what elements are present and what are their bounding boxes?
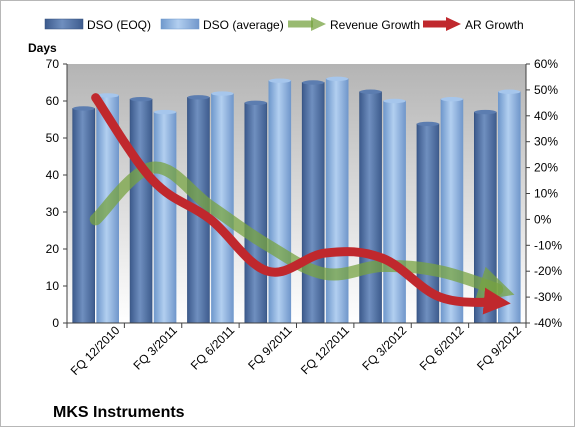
chart-title: MKS Instruments <box>53 404 185 421</box>
y-tick-label-1: 10 <box>46 279 60 293</box>
bar-dso-eoq-1 <box>129 98 153 324</box>
y2-tick-label-6: 20% <box>534 161 558 175</box>
bar-cap-dso-average-7 <box>498 89 521 94</box>
y-tick-label-2: 20 <box>46 242 60 256</box>
x-tick-label-5: FQ 3/2012 <box>359 323 409 373</box>
y-axis-label: Days <box>28 41 57 55</box>
legend-swatch-dso-eoq <box>44 18 84 30</box>
legend-item-dso-average: DSO (average) <box>160 18 284 32</box>
bar-cap-dso-average-2 <box>211 91 234 96</box>
bar-cap-dso-average-3 <box>268 78 291 83</box>
bar-cap-dso-eoq-3 <box>244 100 267 106</box>
legend-item-dso-eoq: DSO (EOQ) <box>44 18 151 32</box>
bar-cap-dso-average-6 <box>440 96 463 102</box>
legend-label-ar-growth: AR Growth <box>465 18 524 32</box>
bar-cap-dso-eoq-7 <box>474 109 497 115</box>
x-tick-label-1: FQ 3/2011 <box>131 323 181 373</box>
y2-tick-label-5: 10% <box>534 187 558 201</box>
x-tick-label-0: FQ 12/2010 <box>68 323 123 378</box>
bar-cap-dso-eoq-6 <box>416 121 439 127</box>
bar-cap-dso-eoq-0 <box>72 106 95 111</box>
bar-dso-average-1 <box>153 111 177 324</box>
line-ar-growth <box>91 93 511 315</box>
legend-label-dso-average: DSO (average) <box>203 18 284 32</box>
bar-cap-dso-eoq-2 <box>187 95 210 100</box>
y-tick-label-3: 30 <box>46 205 60 219</box>
y-tick-label-5: 50 <box>46 131 60 145</box>
legend-label-revenue-growth: Revenue Growth <box>330 18 420 32</box>
legend-arrow-ar-growth <box>446 17 461 31</box>
bar-cap-dso-eoq-4 <box>302 80 325 85</box>
legend-item-revenue-growth: Revenue Growth <box>288 17 420 32</box>
y2-tick-label-0: -40% <box>534 316 562 330</box>
legend-item-ar-growth: AR Growth <box>423 17 524 32</box>
x-tick-label-2: FQ 6/2011 <box>188 323 238 373</box>
x-tick-label-4: FQ 12/2011 <box>298 323 352 377</box>
bar-cap-dso-eoq-5 <box>359 89 382 94</box>
bar-dso-average-3 <box>268 80 292 324</box>
bar-cap-dso-average-1 <box>154 109 177 115</box>
y-tick-label-7: 70 <box>46 57 60 71</box>
legend-swatch-dso-average <box>160 18 200 30</box>
y2-tick-label-1: -30% <box>534 290 562 304</box>
y2-tick-label-7: 30% <box>534 135 558 149</box>
x-tick-label-7: FQ 9/2012 <box>474 323 524 373</box>
legend: DSO (EOQ) DSO (average) Revenue Growth A… <box>44 17 524 32</box>
y-tick-label-0: 0 <box>52 316 59 330</box>
x-tick-label-6: FQ 6/2012 <box>417 323 467 373</box>
bar-dso-average-5 <box>383 100 406 324</box>
bar-cap-dso-average-4 <box>326 76 349 82</box>
bar-dso-eoq-4 <box>301 82 325 324</box>
y2-tick-label-3: -10% <box>534 238 562 252</box>
legend-arrow-revenue-growth <box>311 17 326 31</box>
y-tick-label-6: 60 <box>46 94 60 108</box>
y2-tick-label-9: 50% <box>534 83 558 97</box>
y-tick-label-4: 40 <box>46 168 60 182</box>
bar-cap-dso-eoq-1 <box>130 96 153 102</box>
bar-dso-eoq-3 <box>244 102 268 324</box>
bar-cap-dso-average-0 <box>96 93 119 98</box>
y2-tick-label-4: 0% <box>534 212 552 226</box>
bar-dso-eoq-5 <box>359 91 382 324</box>
y2-tick-label-10: 60% <box>534 57 558 71</box>
line-revenue-growth <box>89 161 515 302</box>
legend-label-dso-eoq: DSO (EOQ) <box>87 18 151 32</box>
lines-layer <box>89 93 515 315</box>
bar-cap-dso-average-5 <box>383 98 406 104</box>
y2-tick-label-8: 40% <box>534 109 558 123</box>
y2-tick-label-2: -20% <box>534 264 562 278</box>
x-tick-label-3: FQ 9/2011 <box>245 323 295 373</box>
bar-dso-average-4 <box>325 78 349 324</box>
bar-dso-average-6 <box>440 98 464 324</box>
